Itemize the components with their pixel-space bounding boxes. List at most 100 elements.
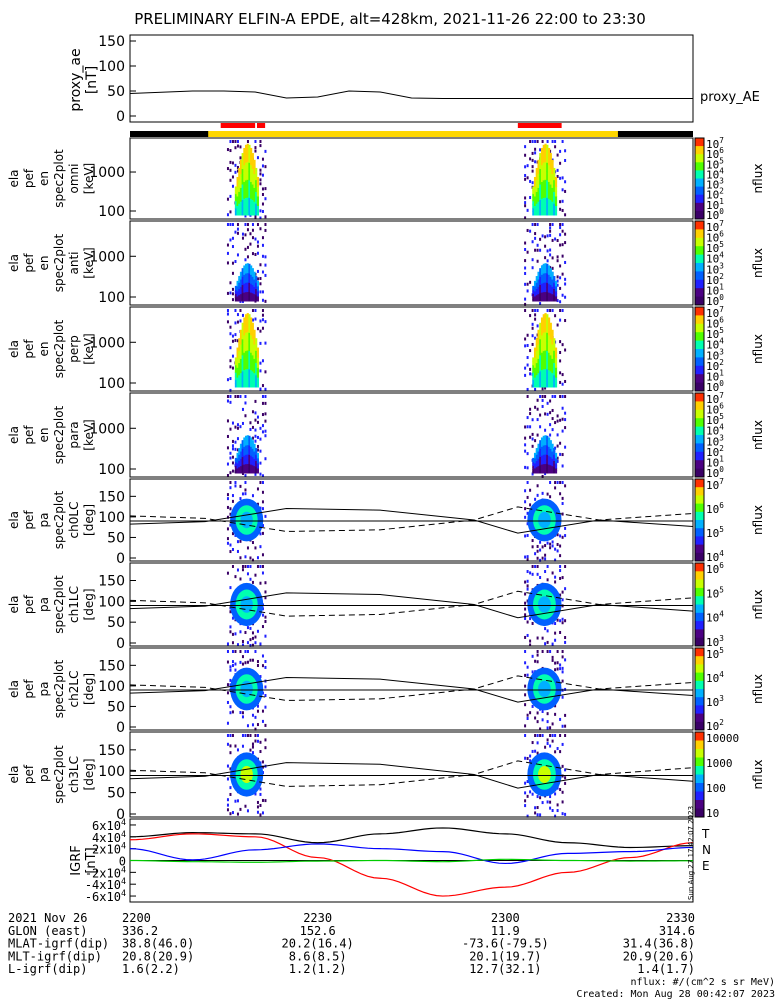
heatmap-cell xyxy=(256,382,259,388)
heatmap-cell xyxy=(261,173,264,177)
heatmap-cell xyxy=(255,374,258,382)
heatmap-cell xyxy=(243,147,246,157)
heatmap-cell xyxy=(547,269,551,275)
heatmap-cell xyxy=(524,443,527,447)
heatmap-cell xyxy=(241,421,244,425)
heatmap-cell xyxy=(532,457,535,461)
heatmap-cell xyxy=(236,377,239,383)
heatmap-cell xyxy=(549,199,552,208)
heatmap-cell xyxy=(535,466,538,471)
ylabel-line: ela xyxy=(7,426,21,444)
ylabel-line: [deg] xyxy=(82,504,96,536)
heatmap-cell xyxy=(229,291,232,295)
heatmap-cell xyxy=(239,379,243,388)
heatmap-cell xyxy=(559,286,562,290)
heatmap-cell xyxy=(246,565,249,568)
heatmap-cell xyxy=(541,491,544,495)
loss-cone-line xyxy=(129,762,694,789)
heatmap-cell xyxy=(532,467,535,470)
heatmap-cell xyxy=(241,296,244,302)
heatmap-cell xyxy=(239,425,242,429)
heatmap-cell xyxy=(526,425,529,429)
heatmap-cell xyxy=(540,274,544,280)
heatmap-cell xyxy=(256,285,259,289)
colorbar-cell xyxy=(695,221,704,230)
heatmap-cell xyxy=(229,456,232,460)
heatmap-cell xyxy=(234,463,238,466)
heatmap-cell xyxy=(259,545,262,549)
heatmap-cell xyxy=(549,292,552,298)
heatmap-cell xyxy=(561,724,564,728)
heatmap-cell xyxy=(234,211,238,216)
heatmap-cell xyxy=(561,140,564,143)
heatmap-cell xyxy=(544,642,547,646)
heatmap-cell xyxy=(261,709,264,713)
heatmap-cell xyxy=(549,226,552,230)
heatmap-cell xyxy=(229,427,232,431)
heatmap-cell xyxy=(561,666,564,670)
heatmap-cell xyxy=(226,312,229,316)
heatmap-cell xyxy=(533,288,537,292)
heatmap-cell xyxy=(551,462,554,467)
ylabel-line: spec2plot xyxy=(52,233,66,292)
heatmap-cell xyxy=(226,497,229,501)
heatmap-cell xyxy=(229,140,232,143)
heatmap-cell xyxy=(241,440,244,445)
heatmap-cell xyxy=(524,799,527,803)
heatmap-cell xyxy=(244,401,247,405)
heatmap-cell xyxy=(241,330,244,340)
heatmap-cell xyxy=(234,140,237,143)
heatmap-cell xyxy=(239,187,243,195)
colorbar-tick-label: 104 xyxy=(706,549,724,564)
heatmap-cell xyxy=(256,810,259,814)
heatmap-cell xyxy=(537,173,540,182)
colorbar-tick-label: 101 xyxy=(706,282,724,297)
heatmap-cell xyxy=(546,249,549,253)
heatmap-cell xyxy=(541,395,544,398)
heatmap-cell xyxy=(231,494,234,498)
heatmap-cell xyxy=(556,275,559,279)
heatmap-cell xyxy=(541,545,544,549)
heatmap-cell xyxy=(229,543,232,547)
heatmap-cell xyxy=(241,322,244,332)
heatmap-cell xyxy=(226,419,229,423)
heatmap-cell xyxy=(256,556,259,560)
colorbar-tick-label: 102 xyxy=(706,272,724,287)
heatmap-cell xyxy=(246,206,249,216)
heatmap-cell xyxy=(244,277,248,283)
heatmap-cell xyxy=(261,613,264,617)
heatmap-cell xyxy=(547,464,551,470)
heatmap-cell xyxy=(544,458,547,465)
heatmap-cell xyxy=(564,776,567,780)
heatmap-cell xyxy=(559,243,562,247)
igrf-ylabel-line: IGRF xyxy=(69,845,84,875)
heatmap-cell xyxy=(251,346,254,356)
heatmap-cell xyxy=(524,165,527,169)
heatmap-cell xyxy=(559,340,562,344)
heatmap-cell xyxy=(255,350,258,357)
heatmap-cell xyxy=(554,195,558,202)
heatmap-cell xyxy=(534,140,537,143)
ylabel-line: spec2plot xyxy=(52,319,66,378)
colorbar-cell xyxy=(695,382,704,392)
heatmap-cell xyxy=(539,148,542,152)
heatmap-cell xyxy=(246,277,249,283)
heatmap-cell xyxy=(532,285,535,289)
heatmap-cell xyxy=(531,342,534,346)
heatmap-cell xyxy=(540,334,544,345)
heatmap-cell xyxy=(559,565,562,568)
heatmap-cell xyxy=(253,180,256,188)
heatmap-cell xyxy=(539,302,542,306)
colorbar-cell xyxy=(695,479,704,488)
heatmap-cell xyxy=(264,429,267,433)
heatmap-cell xyxy=(556,667,559,671)
heatmap-cell xyxy=(536,636,539,640)
heatmap-cell xyxy=(246,152,249,163)
heatmap-cell xyxy=(542,188,545,198)
heatmap-cell xyxy=(559,593,562,597)
heatmap-cell xyxy=(231,223,234,226)
heatmap-cell xyxy=(534,147,537,151)
heatmap-cell xyxy=(549,440,552,445)
